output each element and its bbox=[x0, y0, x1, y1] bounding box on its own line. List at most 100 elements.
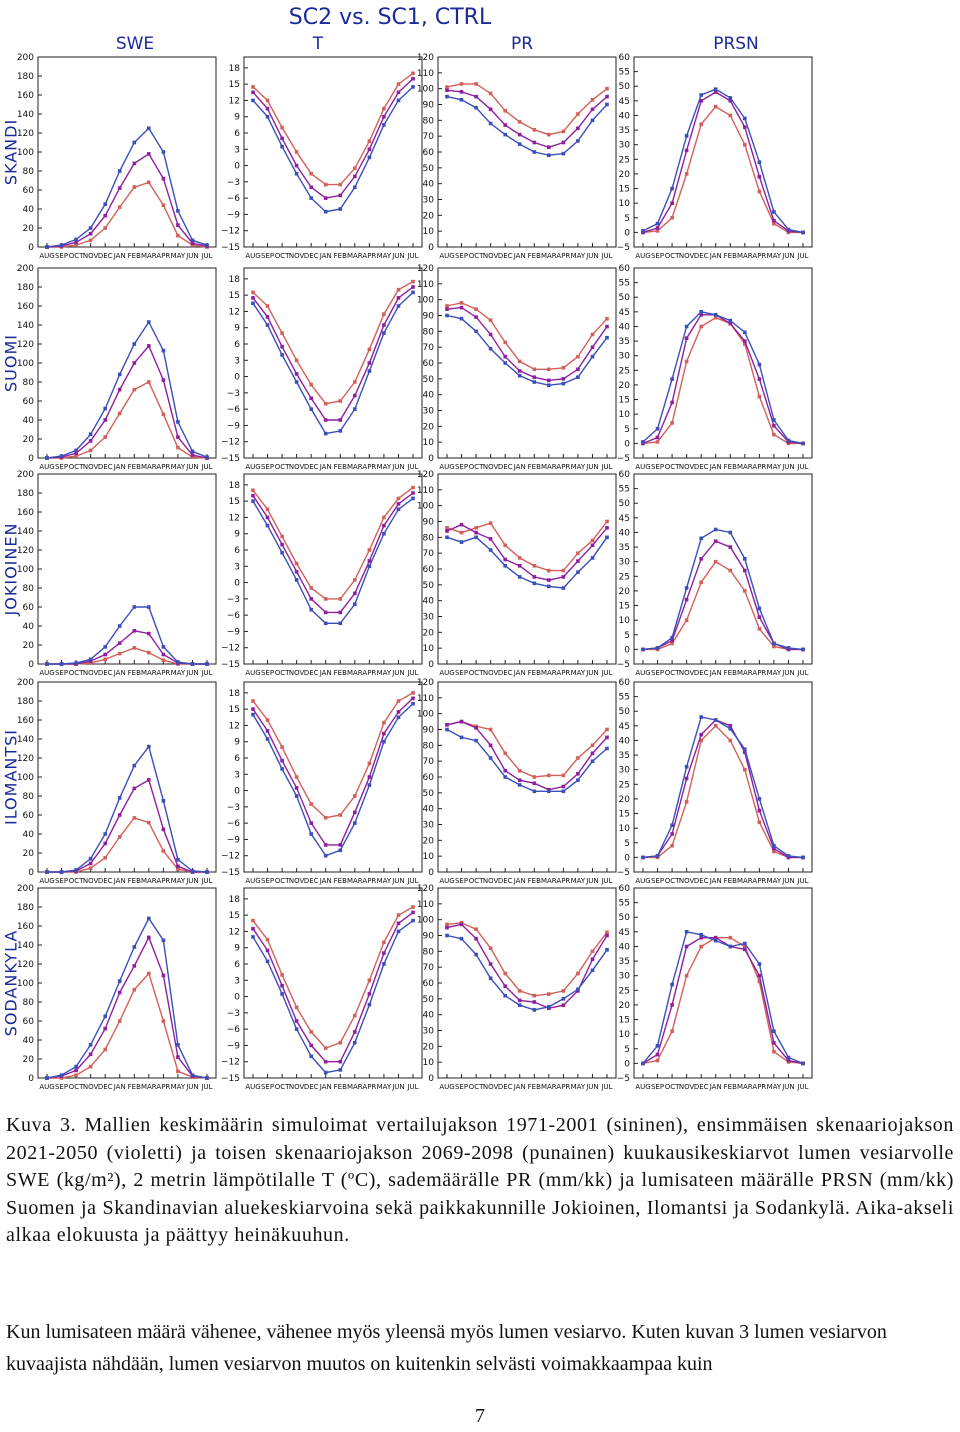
data-point-sc1 bbox=[503, 557, 507, 562]
x-tick-label: JUL bbox=[796, 877, 808, 885]
y-tick-label: 6 bbox=[234, 754, 240, 764]
x-tick-label: MAR bbox=[141, 1083, 157, 1091]
data-point-ctrl bbox=[786, 438, 791, 443]
data-point-sc2 bbox=[396, 287, 401, 292]
y-tick-label: −15 bbox=[221, 243, 240, 253]
y-tick-label: 90 bbox=[423, 932, 435, 942]
data-point-sc1 bbox=[280, 758, 284, 763]
data-point-sc2 bbox=[147, 180, 151, 185]
data-point-sc2 bbox=[670, 1029, 674, 1033]
x-tick-label: NOV bbox=[289, 877, 305, 885]
data-point-sc2 bbox=[338, 399, 343, 403]
x-tick-label: MAR bbox=[347, 1083, 363, 1091]
x-tick-label: NOV bbox=[289, 669, 305, 677]
data-point-sc1 bbox=[743, 568, 747, 573]
x-tick-label: NOV bbox=[483, 1083, 499, 1091]
data-point-ctrl bbox=[728, 318, 733, 323]
data-point-sc1 bbox=[251, 493, 255, 498]
data-point-ctrl bbox=[176, 209, 180, 213]
y-tick-label: 55 bbox=[619, 485, 630, 495]
data-point-ctrl bbox=[670, 186, 674, 191]
data-point-sc2 bbox=[670, 843, 674, 848]
data-point-sc2 bbox=[309, 586, 313, 590]
x-tick-label: APR bbox=[556, 669, 570, 677]
data-point-sc2 bbox=[459, 82, 464, 86]
data-point-sc1 bbox=[251, 90, 255, 95]
data-point-ctrl bbox=[445, 313, 449, 318]
y-tick-label: −5 bbox=[617, 454, 630, 464]
data-point-ctrl bbox=[655, 221, 660, 226]
y-tick-label: 12 bbox=[229, 513, 240, 523]
y-tick-label: 6 bbox=[234, 129, 240, 139]
data-point-ctrl bbox=[532, 1008, 537, 1012]
data-point-sc1 bbox=[772, 424, 776, 428]
x-tick-label: MAR bbox=[541, 877, 557, 885]
data-point-sc1 bbox=[699, 99, 703, 103]
data-point-sc1 bbox=[605, 933, 609, 938]
data-point-sc1 bbox=[338, 193, 343, 198]
data-point-sc2 bbox=[338, 813, 343, 817]
data-point-ctrl bbox=[45, 1076, 49, 1080]
y-tick-label: 180 bbox=[17, 903, 34, 913]
panel-sodankyla-t: −15 −12 −9 −6 −3 0 3 6 9 12 15 18 AUG SEP OCT NOV DEC JAN… bbox=[221, 887, 423, 1091]
x-tick-label: OCT bbox=[69, 252, 84, 260]
data-point-ctrl bbox=[132, 140, 137, 145]
x-tick-label: JAN bbox=[319, 1083, 332, 1091]
data-point-sc1 bbox=[670, 832, 674, 836]
series-line-sc2 bbox=[643, 560, 803, 651]
data-point-ctrl bbox=[353, 1040, 357, 1045]
x-tick-label: MAR bbox=[737, 669, 753, 677]
x-tick-label: SEP bbox=[455, 1083, 468, 1091]
data-point-sc1 bbox=[411, 696, 415, 701]
data-point-ctrl bbox=[561, 997, 566, 1001]
data-point-sc2 bbox=[743, 589, 747, 593]
data-point-sc1 bbox=[605, 735, 609, 740]
data-point-sc2 bbox=[353, 1013, 357, 1018]
data-point-ctrl bbox=[786, 646, 791, 650]
data-point-ctrl bbox=[743, 747, 747, 751]
y-tick-label: 20 bbox=[23, 224, 35, 234]
data-point-sc2 bbox=[488, 318, 493, 322]
y-tick-label: −12 bbox=[221, 438, 240, 448]
data-point-sc2 bbox=[309, 171, 313, 176]
data-point-ctrl bbox=[280, 767, 284, 771]
data-point-sc1 bbox=[445, 529, 449, 533]
panel-ilomantsi-t: −15 −12 −9 −6 −3 0 3 6 9 12 15 18 AUG SEP OCT NOV DEC JAN… bbox=[221, 681, 423, 885]
series-line-sc2 bbox=[47, 972, 208, 1079]
data-point-sc2 bbox=[605, 727, 609, 732]
y-tick-label: 120 bbox=[417, 470, 434, 480]
data-point-sc2 bbox=[772, 432, 776, 437]
data-point-ctrl bbox=[323, 1070, 328, 1075]
data-point-sc2 bbox=[265, 98, 270, 103]
y-tick-label: 3 bbox=[234, 770, 240, 780]
x-tick-label: OCT bbox=[469, 1083, 484, 1091]
y-tick-label: 40 bbox=[23, 622, 35, 632]
y-tick-label: 0 bbox=[234, 579, 240, 589]
y-tick-label: 110 bbox=[417, 486, 434, 496]
x-tick-label: MAY bbox=[377, 1083, 392, 1091]
x-tick-label: MAY bbox=[767, 463, 782, 471]
data-point-ctrl bbox=[743, 330, 747, 335]
y-tick-label: 9 bbox=[234, 944, 240, 954]
data-point-ctrl bbox=[74, 1064, 78, 1069]
data-point-ctrl bbox=[190, 449, 195, 454]
x-tick-label: NOV bbox=[679, 1083, 695, 1091]
series-line-ctrl bbox=[642, 88, 804, 234]
data-point-sc2 bbox=[59, 1076, 64, 1080]
x-tick-label: MAR bbox=[347, 252, 363, 260]
data-point-sc2 bbox=[88, 448, 93, 453]
series-line-sc1 bbox=[46, 344, 208, 459]
data-point-sc1 bbox=[396, 90, 401, 95]
data-point-ctrl bbox=[161, 150, 166, 154]
y-tick-label: 80 bbox=[23, 378, 35, 388]
data-point-sc1 bbox=[532, 140, 537, 145]
y-tick-label: −3 bbox=[227, 389, 240, 399]
data-point-ctrl bbox=[561, 586, 566, 590]
y-tick-label: 25 bbox=[619, 572, 630, 582]
y-tick-label: 120 bbox=[17, 754, 34, 764]
y-tick-label: 50 bbox=[423, 164, 435, 174]
data-point-ctrl bbox=[605, 335, 609, 340]
data-point-sc1 bbox=[251, 707, 255, 711]
x-tick-label: MAY bbox=[171, 1083, 186, 1091]
data-point-sc1 bbox=[474, 94, 478, 99]
